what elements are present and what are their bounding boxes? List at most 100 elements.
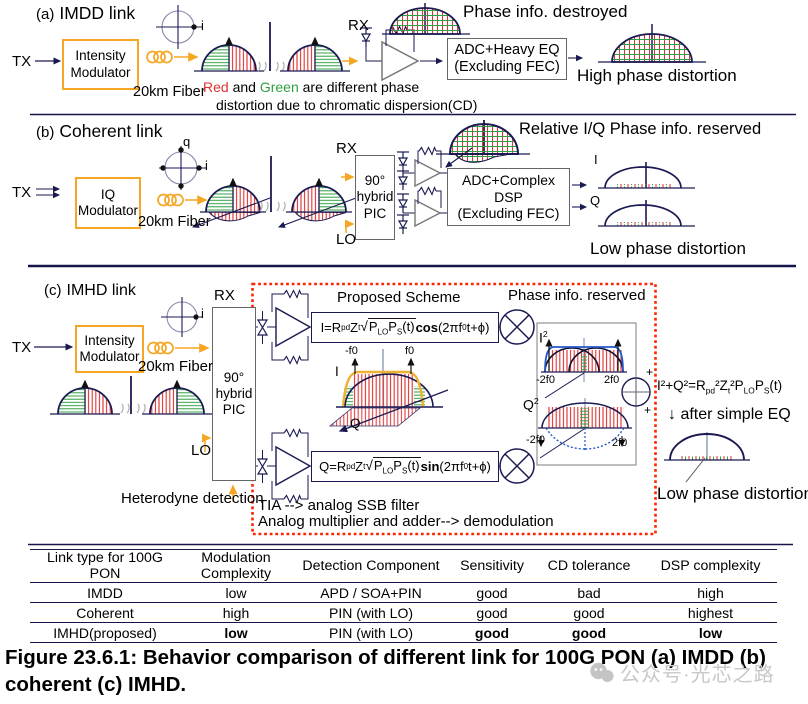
fiber-coil-icon — [146, 50, 173, 64]
wechat-icon — [590, 662, 614, 682]
spectrum-i-squared — [541, 338, 627, 382]
tia-c-q — [271, 428, 312, 504]
rx-label: RX — [336, 140, 357, 157]
tia-b-i — [414, 146, 447, 188]
lo-label: LO — [191, 442, 212, 459]
q-squared-label: Q2 — [523, 396, 539, 413]
spectrum-b-out-i — [598, 162, 695, 189]
col-header: Detection Component — [292, 549, 450, 583]
watermark: 公众号·光芯之路 — [589, 658, 775, 687]
fiber-coil-icon — [157, 193, 184, 207]
break-mark — [120, 403, 130, 414]
break-mark — [257, 61, 267, 72]
constellation-b — [159, 146, 206, 190]
tia-c-i — [271, 289, 312, 365]
proposed-scheme-label: Proposed Scheme — [337, 289, 461, 306]
section-c-graphics — [28, 282, 793, 546]
fiber-coil-icon — [147, 341, 174, 355]
f0-neg-label: -f0 — [345, 345, 358, 357]
lo-label: LO — [336, 231, 357, 248]
break-mark — [276, 201, 286, 212]
axis-q-label: q — [183, 134, 191, 149]
hybrid-pic-box: 90° hybrid PIC — [355, 155, 395, 240]
tia-b-q — [414, 186, 447, 228]
cd-note-line2: distortion due to chromatic dispersion(C… — [216, 97, 478, 113]
after-eq-note: ↓ after simple EQ — [668, 406, 791, 423]
spectrum-b-out-q — [598, 200, 695, 227]
phase-reserved-note: Relative I/Q Phase info. reserved — [519, 120, 762, 138]
rx-label: RX — [348, 17, 369, 34]
col-header: DSP complexity — [644, 549, 777, 583]
spectrum-high-distortion — [598, 24, 706, 63]
iq-modulator-box: IQ Modulator — [75, 177, 141, 229]
fiber-label: 20km Fiber — [133, 84, 206, 100]
plus-sign: + — [644, 403, 652, 417]
adc-heavy-eq-box: ADC+Heavy EQ (Excluding FEC) — [447, 38, 567, 80]
high-distortion-note: High phase distortion — [577, 66, 737, 85]
figure-caption: Figure 23.6.1: Behavior comparison of di… — [5, 646, 766, 697]
col-header: Sensitivity — [450, 549, 534, 583]
spectrum-b-after — [279, 179, 356, 227]
phase-reserved-label: Phase info. reserved — [508, 287, 646, 304]
break-mark — [275, 61, 285, 72]
comparison-table: Link type for 100G PON Modulation Comple… — [30, 549, 777, 643]
i-output-label: I — [594, 152, 598, 167]
spectrum-destroyed — [382, 3, 470, 35]
axis-i-label: i — [201, 306, 204, 321]
neg-2f0-label: -2f0 — [536, 374, 555, 386]
section-c-title: (c) IMHD link — [44, 282, 136, 299]
balanced-pd-i — [254, 311, 276, 344]
phase-destroyed-note: Phase info. destroyed — [463, 2, 628, 21]
col-header: CD tolerance — [534, 549, 644, 583]
photodiodes-b — [396, 151, 415, 235]
tx-label: TX — [12, 184, 32, 201]
section-a-graphics — [30, 3, 796, 116]
neg-2f0-label: -2f0 — [526, 434, 545, 446]
fiber-label: 20km Fiber — [138, 358, 214, 375]
plus-sign: + — [646, 365, 654, 379]
balanced-pd-q — [254, 450, 276, 483]
q-output-label: Q — [590, 193, 601, 208]
tx-label: TX — [12, 53, 32, 70]
adc-complex-dsp-box: ADC+Complex DSP (Excluding FEC) — [447, 168, 570, 226]
constellation-a — [156, 5, 203, 49]
f0-pos-label: f0 — [405, 345, 415, 357]
i-axis-label: I — [335, 364, 339, 379]
intensity-modulator-box: Intensity Modulator — [75, 325, 144, 373]
cd-note-line1: Red and Green are different phase — [203, 79, 420, 95]
tia-note-2: Analog multiplier and adder--> demodulat… — [258, 513, 554, 530]
q-axis-label: Q — [350, 416, 361, 431]
section-b-title: (b) Coherent link — [36, 121, 163, 141]
spectrum-a-after — [280, 38, 350, 71]
table-row-proposed: IMHD(proposed) low PIN (with LO) good good lo… — [30, 622, 777, 643]
constellation-c — [161, 297, 203, 337]
lo-wire — [344, 219, 355, 233]
lo-wire — [201, 433, 212, 452]
tia-note-1: TIA --> analog SSB filter — [258, 497, 420, 514]
heterodyne-note: Heterodyne detection — [121, 490, 264, 507]
low-distortion-note: Low phase distortion — [657, 484, 808, 503]
spectrum-b-reserved — [436, 120, 530, 168]
section-b-graphics — [28, 120, 796, 268]
spectrum-c-output — [664, 432, 750, 483]
mixer-i — [499, 309, 535, 345]
spectrum-q-squared — [537, 398, 632, 452]
tx-label: TX — [12, 339, 32, 356]
section-a-title: (a) IMDD link — [36, 3, 136, 23]
watermark-text: 公众号·光芯之路 — [620, 664, 775, 686]
equation-output: I²+Q²=Rpd²Zt²PLOPS(t) — [657, 378, 783, 396]
fiber-label: 20km Fiber — [138, 214, 211, 230]
mixer-q — [499, 448, 535, 484]
rx-label: RX — [214, 287, 235, 304]
pos-2f0-label: 2f0 — [612, 437, 628, 449]
spectrum-a-before — [194, 38, 264, 71]
hybrid-pic-box: 90° hybrid PIC — [212, 307, 256, 481]
pointer-line — [544, 372, 585, 399]
spectrum-c-center — [328, 349, 449, 433]
i-squared-label: I2 — [539, 329, 548, 346]
proposed-scheme-outline — [251, 282, 657, 536]
